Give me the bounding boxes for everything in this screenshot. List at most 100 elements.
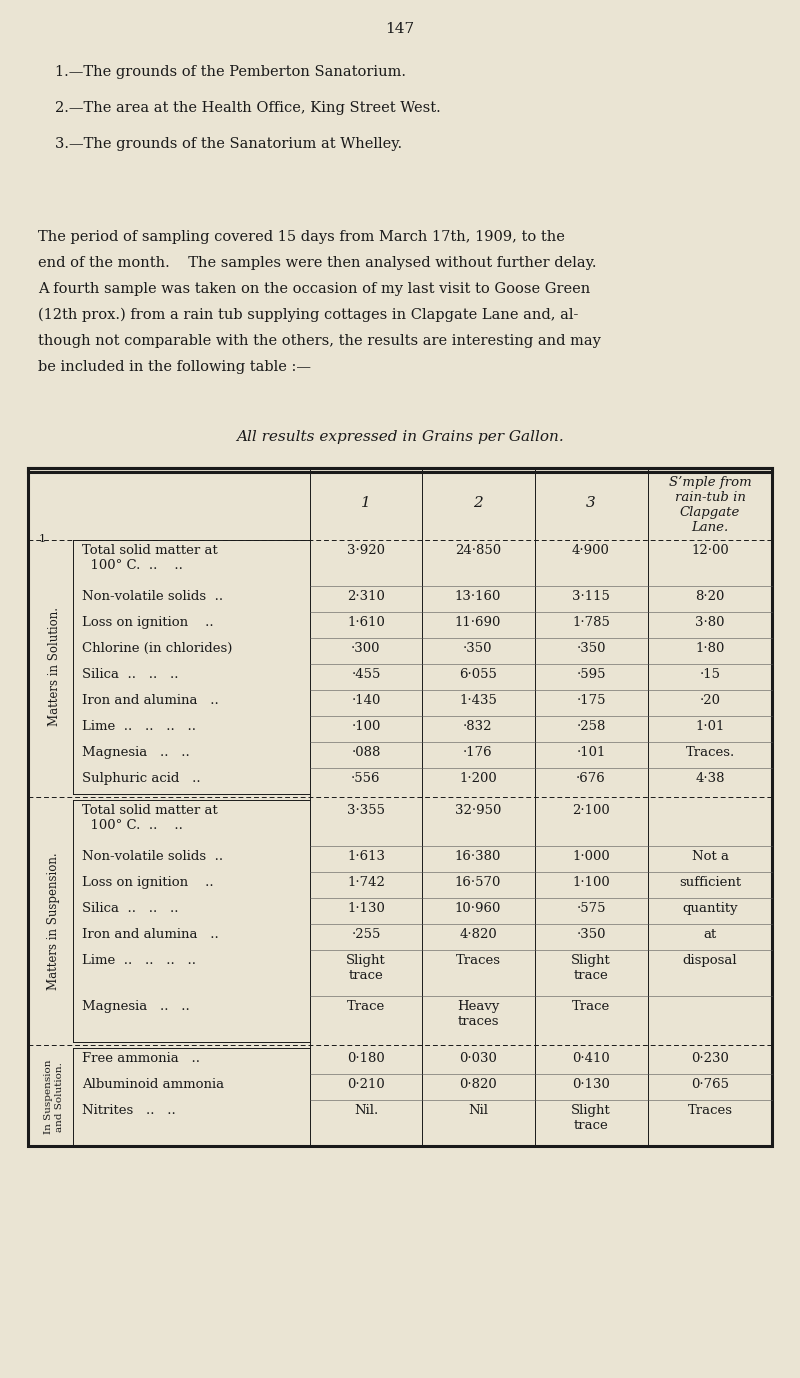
Text: Nitrites   ..   ..: Nitrites .. .. [82, 1104, 176, 1118]
Text: In Suspension
and Solution.: In Suspension and Solution. [44, 1060, 64, 1134]
Text: 11·690: 11·690 [455, 616, 501, 628]
Text: ·832: ·832 [463, 719, 493, 733]
Text: Magnesia   ..   ..: Magnesia .. .. [82, 745, 190, 759]
Text: 32·950: 32·950 [455, 803, 501, 817]
Text: end of the month.    The samples were then analysed without further delay.: end of the month. The samples were then … [38, 256, 597, 270]
Text: sufficient: sufficient [679, 876, 741, 889]
Text: Traces.: Traces. [686, 745, 734, 759]
Text: 4·38: 4·38 [695, 772, 725, 785]
Text: 1: 1 [38, 535, 46, 544]
Text: 3: 3 [586, 496, 596, 510]
Text: Traces: Traces [687, 1104, 733, 1118]
Text: 3·115: 3·115 [572, 590, 610, 604]
Text: 0·030: 0·030 [459, 1051, 497, 1065]
Text: 1·613: 1·613 [347, 850, 385, 863]
Text: ·455: ·455 [351, 668, 381, 681]
Text: ·300: ·300 [351, 642, 381, 655]
Text: 3·920: 3·920 [347, 544, 385, 557]
Text: 10·960: 10·960 [455, 903, 501, 915]
Text: 1·01: 1·01 [695, 719, 725, 733]
Text: ·101: ·101 [576, 745, 606, 759]
Text: 1·130: 1·130 [347, 903, 385, 915]
Text: Loss on ignition    ..: Loss on ignition .. [82, 876, 214, 889]
Text: Iron and alumina   ..: Iron and alumina .. [82, 695, 218, 707]
Text: Slight
trace: Slight trace [346, 954, 386, 983]
Text: ·15: ·15 [699, 668, 721, 681]
Text: ·676: ·676 [576, 772, 606, 785]
Text: 3.—The grounds of the Sanatorium at Whelley.: 3.—The grounds of the Sanatorium at Whel… [55, 136, 402, 152]
Text: 0·820: 0·820 [459, 1078, 497, 1091]
Text: 16·380: 16·380 [455, 850, 501, 863]
Text: Heavy
traces: Heavy traces [457, 1000, 499, 1028]
Text: 1·435: 1·435 [459, 695, 497, 707]
Text: 1·000: 1·000 [572, 850, 610, 863]
Text: Free ammonia   ..: Free ammonia .. [82, 1051, 200, 1065]
Text: ·595: ·595 [576, 668, 606, 681]
Text: Silica  ..   ..   ..: Silica .. .. .. [82, 668, 178, 681]
Text: 24·850: 24·850 [455, 544, 501, 557]
Text: Non-volatile solids  ..: Non-volatile solids .. [82, 850, 223, 863]
Text: 3·355: 3·355 [347, 803, 385, 817]
Text: ·575: ·575 [576, 903, 606, 915]
Text: Trace: Trace [347, 1000, 385, 1013]
Text: 1·200: 1·200 [459, 772, 497, 785]
Text: ·350: ·350 [576, 927, 606, 941]
Text: be included in the following table :—: be included in the following table :— [38, 360, 311, 373]
Text: 6·055: 6·055 [459, 668, 497, 681]
Text: ·350: ·350 [576, 642, 606, 655]
Text: 0·180: 0·180 [347, 1051, 385, 1065]
Text: 2.—The area at the Health Office, King Street West.: 2.—The area at the Health Office, King S… [55, 101, 441, 114]
Text: Total solid matter at
  100° C.  ..    ..: Total solid matter at 100° C. .. .. [82, 803, 218, 832]
Text: 3·80: 3·80 [695, 616, 725, 628]
Text: 16·570: 16·570 [455, 876, 501, 889]
Text: Traces: Traces [455, 954, 501, 967]
Text: Silica  ..   ..   ..: Silica .. .. .. [82, 903, 178, 915]
Text: 0·765: 0·765 [691, 1078, 729, 1091]
Text: ·176: ·176 [463, 745, 493, 759]
Text: 4·900: 4·900 [572, 544, 610, 557]
Text: Nil: Nil [468, 1104, 488, 1118]
Text: Not a: Not a [691, 850, 729, 863]
Text: Trace: Trace [572, 1000, 610, 1013]
Text: 1.—The grounds of the Pemberton Sanatorium.: 1.—The grounds of the Pemberton Sanatori… [55, 65, 406, 79]
Text: ·258: ·258 [576, 719, 606, 733]
Text: 1·80: 1·80 [695, 642, 725, 655]
Text: Slight
trace: Slight trace [571, 954, 611, 983]
Text: 12·00: 12·00 [691, 544, 729, 557]
Text: Loss on ignition    ..: Loss on ignition .. [82, 616, 214, 628]
Text: 2·100: 2·100 [572, 803, 610, 817]
Text: 2: 2 [473, 496, 483, 510]
Text: though not comparable with the others, the results are interesting and may: though not comparable with the others, t… [38, 333, 601, 349]
Text: ·20: ·20 [699, 695, 721, 707]
Text: ·556: ·556 [351, 772, 381, 785]
Text: 1: 1 [361, 496, 371, 510]
Text: 4·820: 4·820 [459, 927, 497, 941]
Text: 8·20: 8·20 [695, 590, 725, 604]
Text: Nil.: Nil. [354, 1104, 378, 1118]
Text: 0·230: 0·230 [691, 1051, 729, 1065]
Text: Iron and alumina   ..: Iron and alumina .. [82, 927, 218, 941]
Text: A fourth sample was taken on the occasion of my last visit to Goose Green: A fourth sample was taken on the occasio… [38, 282, 590, 296]
Text: All results expressed in Grains per Gallon.: All results expressed in Grains per Gall… [236, 430, 564, 444]
Text: Magnesia   ..   ..: Magnesia .. .. [82, 1000, 190, 1013]
Text: 1·785: 1·785 [572, 616, 610, 628]
Text: 0·130: 0·130 [572, 1078, 610, 1091]
Text: 147: 147 [386, 22, 414, 36]
Text: Chlorine (in chlorides): Chlorine (in chlorides) [82, 642, 232, 655]
Text: 0·210: 0·210 [347, 1078, 385, 1091]
Text: ·255: ·255 [351, 927, 381, 941]
Text: 1·742: 1·742 [347, 876, 385, 889]
Text: at: at [703, 927, 717, 941]
Text: Albuminoid ammonia: Albuminoid ammonia [82, 1078, 224, 1091]
Text: S’mple from
rain-tub in
Clapgate
Lane.: S’mple from rain-tub in Clapgate Lane. [669, 475, 751, 535]
Bar [28, 469, 772, 1146]
Text: Matters in Solution.: Matters in Solution. [47, 608, 61, 726]
Text: 13·160: 13·160 [455, 590, 501, 604]
Text: 1·610: 1·610 [347, 616, 385, 628]
Text: (12th prox.) from a rain tub supplying cottages in Clapgate Lane and, al­: (12th prox.) from a rain tub supplying c… [38, 309, 578, 322]
Text: The period of sampling covered 15 days from March 17th, 1909, to the: The period of sampling covered 15 days f… [38, 230, 565, 244]
Text: ·140: ·140 [351, 695, 381, 707]
Text: ·175: ·175 [576, 695, 606, 707]
Text: ·088: ·088 [351, 745, 381, 759]
Text: Lime  ..   ..   ..   ..: Lime .. .. .. .. [82, 954, 196, 967]
